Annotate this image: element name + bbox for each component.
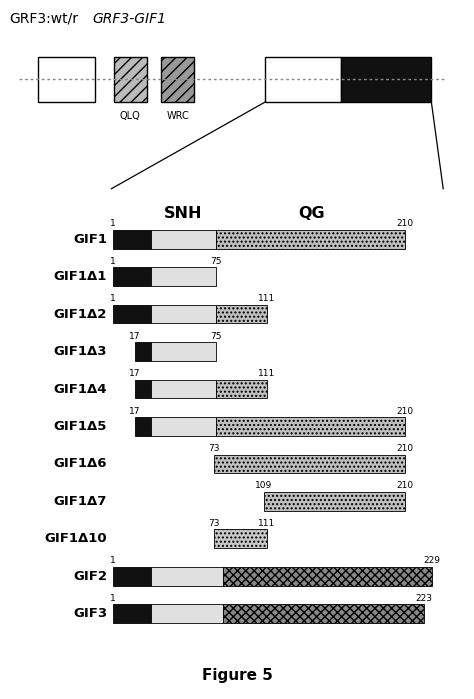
- Bar: [151, 305, 217, 324]
- Text: 229: 229: [423, 556, 440, 565]
- Text: 1: 1: [110, 593, 116, 603]
- Text: GIF1Δ1: GIF1Δ1: [54, 271, 107, 283]
- Bar: [223, 604, 424, 623]
- Text: GIF1Δ5: GIF1Δ5: [54, 420, 107, 433]
- Text: 109: 109: [255, 482, 273, 491]
- Text: 17: 17: [129, 369, 141, 378]
- Text: 17: 17: [129, 407, 141, 416]
- Bar: [113, 230, 151, 249]
- Text: WRC: WRC: [166, 111, 189, 122]
- Text: 210: 210: [397, 444, 414, 453]
- Text: 111: 111: [258, 369, 275, 378]
- Text: GIF2: GIF2: [73, 570, 107, 583]
- Bar: [214, 454, 405, 473]
- Bar: [114, 57, 147, 102]
- Bar: [264, 492, 405, 511]
- Bar: [151, 417, 217, 435]
- Text: GIF1Δ7: GIF1Δ7: [54, 495, 107, 507]
- Bar: [341, 57, 431, 102]
- Text: 73: 73: [208, 444, 219, 453]
- Text: 111: 111: [258, 294, 275, 303]
- Text: GIF1Δ2: GIF1Δ2: [54, 308, 107, 321]
- Bar: [135, 380, 151, 398]
- Text: 210: 210: [397, 482, 414, 491]
- Bar: [135, 417, 151, 435]
- Text: SNH: SNH: [164, 206, 202, 221]
- Bar: [151, 567, 223, 586]
- Text: GRF3-GIF1: GRF3-GIF1: [92, 12, 166, 26]
- Text: GRF3:wt/r: GRF3:wt/r: [9, 12, 79, 26]
- Text: 111: 111: [258, 519, 275, 528]
- Text: 223: 223: [415, 593, 432, 603]
- Text: 1: 1: [110, 219, 116, 229]
- Bar: [161, 57, 194, 102]
- Text: GIF1Δ10: GIF1Δ10: [45, 532, 107, 545]
- Text: 75: 75: [210, 332, 222, 340]
- Text: 17: 17: [129, 332, 141, 340]
- Text: 73: 73: [208, 519, 219, 528]
- Bar: [135, 343, 151, 361]
- Bar: [223, 567, 432, 586]
- Bar: [151, 343, 217, 361]
- Text: 75: 75: [210, 257, 222, 266]
- Text: 210: 210: [397, 219, 414, 229]
- Text: GIF1Δ6: GIF1Δ6: [54, 457, 107, 470]
- Bar: [265, 57, 341, 102]
- Bar: [113, 604, 151, 623]
- Bar: [217, 380, 267, 398]
- Text: 1: 1: [110, 257, 116, 266]
- Bar: [151, 380, 217, 398]
- Text: 210: 210: [397, 407, 414, 416]
- Bar: [217, 417, 405, 435]
- Bar: [151, 230, 217, 249]
- Text: 1: 1: [110, 294, 116, 303]
- Text: GIF1Δ3: GIF1Δ3: [54, 345, 107, 358]
- Text: QLQ: QLQ: [120, 111, 141, 122]
- Bar: [113, 267, 151, 286]
- Text: GIF1: GIF1: [73, 233, 107, 246]
- Bar: [214, 529, 267, 548]
- Text: GIF1Δ4: GIF1Δ4: [54, 382, 107, 396]
- Text: Figure 5: Figure 5: [201, 668, 273, 684]
- Text: QG: QG: [298, 206, 325, 221]
- Bar: [151, 267, 217, 286]
- Text: GIF3: GIF3: [73, 607, 107, 620]
- Bar: [113, 305, 151, 324]
- Bar: [113, 567, 151, 586]
- Bar: [151, 604, 223, 623]
- Bar: [217, 230, 405, 249]
- Text: 1: 1: [110, 556, 116, 565]
- Bar: [38, 57, 95, 102]
- Bar: [217, 305, 267, 324]
